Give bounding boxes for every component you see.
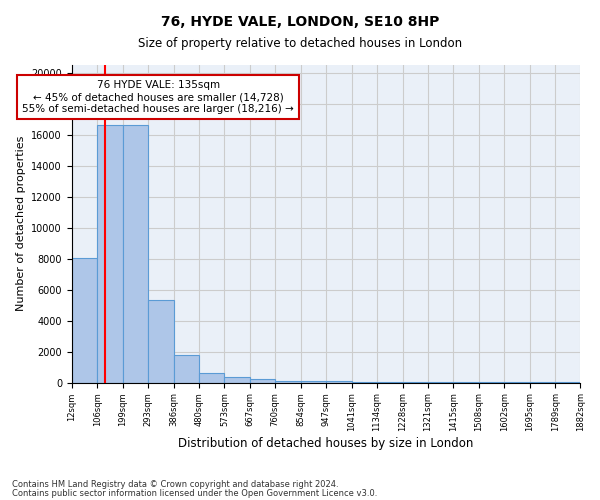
- Y-axis label: Number of detached properties: Number of detached properties: [16, 136, 26, 312]
- Bar: [250, 379, 275, 382]
- Bar: [301, 381, 326, 382]
- Bar: [148, 300, 173, 382]
- Bar: [122, 126, 148, 382]
- Text: Size of property relative to detached houses in London: Size of property relative to detached ho…: [138, 38, 462, 51]
- Bar: [326, 381, 352, 382]
- Bar: [199, 372, 224, 382]
- Bar: [72, 258, 97, 382]
- X-axis label: Distribution of detached houses by size in London: Distribution of detached houses by size …: [178, 437, 474, 450]
- Text: 76 HYDE VALE: 135sqm
← 45% of detached houses are smaller (14,728)
55% of semi-d: 76 HYDE VALE: 135sqm ← 45% of detached h…: [22, 80, 294, 114]
- Bar: [275, 380, 301, 382]
- Bar: [224, 377, 250, 382]
- Bar: [97, 126, 122, 382]
- Bar: [173, 354, 199, 382]
- Text: Contains public sector information licensed under the Open Government Licence v3: Contains public sector information licen…: [12, 488, 377, 498]
- Text: Contains HM Land Registry data © Crown copyright and database right 2024.: Contains HM Land Registry data © Crown c…: [12, 480, 338, 489]
- Text: 76, HYDE VALE, LONDON, SE10 8HP: 76, HYDE VALE, LONDON, SE10 8HP: [161, 15, 439, 29]
